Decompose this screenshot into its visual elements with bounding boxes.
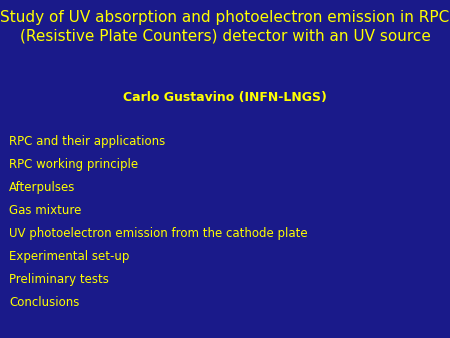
Text: Study of UV absorption and photoelectron emission in RPC
(Resistive Plate Counte: Study of UV absorption and photoelectron… (0, 10, 450, 44)
Text: Gas mixture: Gas mixture (9, 204, 81, 217)
Text: Afterpulses: Afterpulses (9, 181, 76, 194)
Text: UV photoelectron emission from the cathode plate: UV photoelectron emission from the catho… (9, 227, 308, 240)
Text: Preliminary tests: Preliminary tests (9, 273, 109, 286)
Text: Carlo Gustavino (INFN-LNGS): Carlo Gustavino (INFN-LNGS) (123, 91, 327, 104)
Text: RPC and their applications: RPC and their applications (9, 135, 165, 148)
Text: Conclusions: Conclusions (9, 296, 79, 309)
Text: Experimental set-up: Experimental set-up (9, 250, 130, 263)
Text: RPC working principle: RPC working principle (9, 158, 138, 171)
